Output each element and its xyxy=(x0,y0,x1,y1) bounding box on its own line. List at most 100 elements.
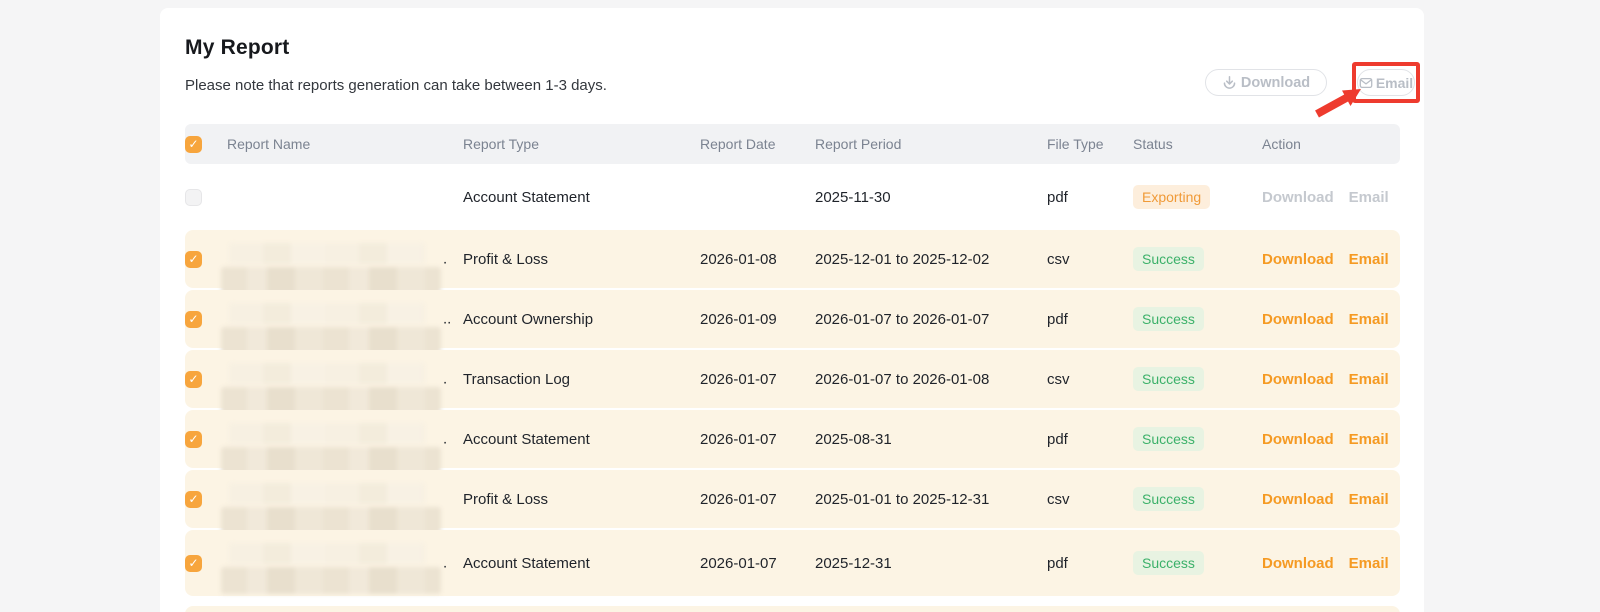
report-period: 2026-01-07 to 2026-01-07 xyxy=(815,310,990,328)
report-name-cell: . xyxy=(221,350,463,414)
table-row: . Account Statement 2026-01-07 2025-08-3… xyxy=(185,410,1400,474)
report-date: 2026-01-07 xyxy=(700,430,777,448)
file-type: pdf xyxy=(1047,430,1068,448)
status-badge: Success xyxy=(1133,307,1204,331)
email-link[interactable]: Email xyxy=(1348,490,1389,508)
report-date: 2026-01-08 xyxy=(700,250,777,268)
redacted-report-name xyxy=(221,243,441,294)
download-button[interactable]: Download xyxy=(1205,69,1327,96)
report-type: Account Statement xyxy=(463,188,590,206)
table-row: Account Statement 2025-11-30 pdf Exporti… xyxy=(185,164,1400,230)
row-checkbox[interactable] xyxy=(185,250,202,268)
report-date: 2026-01-07 xyxy=(700,490,777,508)
redacted-report-name xyxy=(221,543,441,594)
file-type: csv xyxy=(1047,370,1070,388)
status-badge: Success xyxy=(1133,487,1204,511)
redacted-report-name xyxy=(221,483,441,534)
report-name-cell xyxy=(221,470,463,534)
file-type: pdf xyxy=(1047,310,1068,328)
report-type: Profit & Loss xyxy=(463,250,549,268)
file-type: pdf xyxy=(1047,554,1068,572)
row-checkbox[interactable] xyxy=(185,370,202,388)
status-badge: Success xyxy=(1133,247,1204,271)
report-panel: My Report Please note that reports gener… xyxy=(160,8,1424,612)
table-body: Account Statement 2025-11-30 pdf Exporti… xyxy=(185,164,1400,596)
redacted-report-name xyxy=(221,303,441,354)
table-row: . Transaction Log 2026-01-07 2026-01-07 … xyxy=(185,350,1400,414)
email-button-label: Email xyxy=(1375,74,1414,91)
download-icon xyxy=(1222,75,1237,90)
report-name-cell xyxy=(227,164,463,230)
report-period: 2025-11-30 xyxy=(815,188,891,206)
report-table: Report Name Report Type Report Date Report … xyxy=(185,124,1400,604)
report-type: Profit & Loss xyxy=(463,490,549,508)
report-name-cell: . xyxy=(221,410,463,474)
report-type: Transaction Log xyxy=(463,370,571,388)
report-date: 2026-01-07 xyxy=(700,370,777,388)
file-type: pdf xyxy=(1047,188,1068,206)
table-row: . Profit & Loss 2026-01-08 2025-12-01 to… xyxy=(185,230,1400,294)
column-header-report-period: Report Period xyxy=(815,136,902,152)
status-badge: Exporting xyxy=(1133,185,1211,209)
email-link[interactable]: Email xyxy=(1348,370,1389,388)
table-row: . Account Statement 2026-01-07 2025-12-3… xyxy=(185,530,1400,596)
download-link[interactable]: Download xyxy=(1262,250,1334,268)
redacted-report-name xyxy=(221,363,441,414)
redacted-report-name xyxy=(221,423,441,474)
download-link[interactable]: Download xyxy=(1262,188,1334,206)
table-header-row: Report Name Report Type Report Date Report … xyxy=(185,124,1400,164)
column-header-file-type: File Type xyxy=(1047,136,1104,152)
download-link[interactable]: Download xyxy=(1262,490,1334,508)
table-row: Profit & Loss 2026-01-07 2025-01-01 to 2… xyxy=(185,470,1400,534)
report-name-cell: . xyxy=(221,230,463,294)
report-name-suffix: . xyxy=(443,430,448,448)
row-checkbox[interactable] xyxy=(185,490,202,508)
report-period: 2026-01-07 to 2026-01-08 xyxy=(815,370,990,388)
report-name-suffix: . xyxy=(443,554,448,572)
report-period: 2025-01-01 to 2025-12-31 xyxy=(815,490,990,508)
column-header-report-date: Report Date xyxy=(700,136,776,152)
report-type: Account Statement xyxy=(463,430,590,448)
email-link[interactable]: Email xyxy=(1348,310,1389,328)
row-checkbox[interactable] xyxy=(185,430,202,448)
select-all-checkbox[interactable] xyxy=(185,135,202,153)
report-period: 2025-08-31 xyxy=(815,430,892,448)
report-date: 2026-01-07 xyxy=(700,554,777,572)
row-checkbox[interactable] xyxy=(185,310,202,328)
report-date: 2026-01-09 xyxy=(700,310,777,328)
page-subtitle: Please note that reports generation can … xyxy=(185,77,607,94)
report-name-suffix: . xyxy=(443,370,448,388)
envelope-icon xyxy=(1359,76,1373,90)
report-period: 2025-12-31 xyxy=(815,554,892,572)
page-title: My Report xyxy=(185,36,290,59)
download-link[interactable]: Download xyxy=(1262,554,1334,572)
email-link[interactable]: Email xyxy=(1348,554,1389,572)
file-type: csv xyxy=(1047,490,1070,508)
report-name-cell: .. xyxy=(221,290,463,354)
download-link[interactable]: Download xyxy=(1262,310,1334,328)
report-type: Account Ownership xyxy=(463,310,594,328)
status-badge: Success xyxy=(1133,367,1204,391)
report-name-cell: . xyxy=(221,530,463,596)
status-badge: Success xyxy=(1133,427,1204,451)
download-button-label: Download xyxy=(1240,74,1311,91)
table-row: .. Account Ownership 2026-01-09 2026-01-… xyxy=(185,290,1400,354)
report-period: 2025-12-01 to 2025-12-02 xyxy=(815,250,990,268)
email-link[interactable]: Email xyxy=(1348,250,1389,268)
column-header-report-name: Report Name xyxy=(227,136,311,152)
email-link[interactable]: Email xyxy=(1348,188,1389,206)
report-name-suffix: .. xyxy=(443,310,452,328)
row-checkbox[interactable] xyxy=(185,554,202,572)
column-header-action: Action xyxy=(1262,136,1301,152)
report-name-suffix: . xyxy=(443,250,448,268)
report-type: Account Statement xyxy=(463,554,590,572)
column-header-report-type: Report Type xyxy=(463,136,540,152)
status-badge: Success xyxy=(1133,551,1204,575)
email-link[interactable]: Email xyxy=(1348,430,1389,448)
file-type: csv xyxy=(1047,250,1070,268)
download-link[interactable]: Download xyxy=(1262,370,1334,388)
download-link[interactable]: Download xyxy=(1262,430,1334,448)
row-checkbox[interactable] xyxy=(185,188,202,206)
email-button[interactable]: Email xyxy=(1357,69,1415,96)
column-header-status: Status xyxy=(1133,136,1173,152)
